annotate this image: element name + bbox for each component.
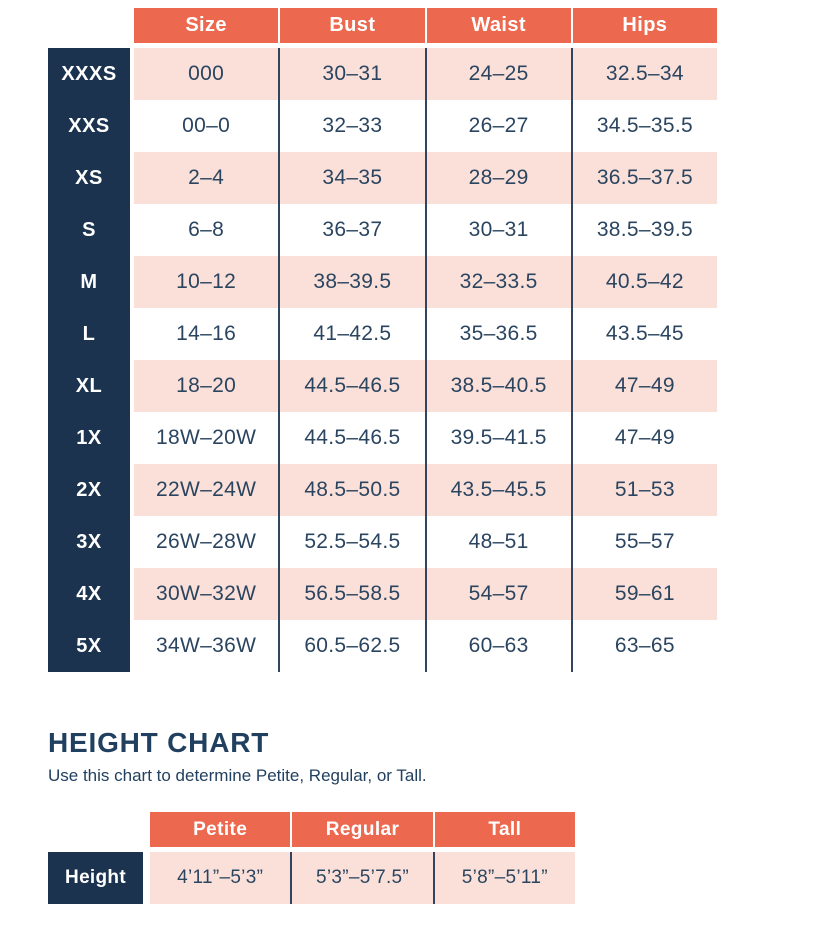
table-cell: 48.5–50.5 <box>278 464 424 516</box>
table-cell-tall: 5’8”–5’11” <box>432 852 575 905</box>
table-cell: 24–25 <box>424 48 571 100</box>
table-cell: 32–33 <box>278 100 424 152</box>
table-cell: 30–31 <box>278 48 424 100</box>
table-cell: 56.5–58.5 <box>278 568 424 620</box>
table-cell: 36–37 <box>278 204 424 256</box>
table-cell-regular: 5’3”–5’7.5” <box>290 852 432 905</box>
table-cell: 63–65 <box>570 620 717 672</box>
row-label: S <box>82 218 96 241</box>
row-label-height: Height <box>48 852 143 905</box>
row-label: M <box>80 270 98 293</box>
row-label: 1X <box>76 426 102 449</box>
table-row: 000 30–31 24–25 32.5–34 <box>134 48 717 100</box>
height-chart-table: Petite Regular Tall Height 4’11”–5’3” 5’… <box>48 812 575 905</box>
size-chart-body: XXXS XXS XS S M L XL 1X 2X 3X 4X 5X 000 30–31 24–25 32… <box>48 48 717 672</box>
column-header-hips: Hips <box>570 8 717 43</box>
row-label: XXS <box>68 114 110 137</box>
table-cell-petite: 4’11”–5’3” <box>177 867 264 889</box>
table-row: 4’11”–5’3” 5’3”–5’7.5” 5’8”–5’11” <box>150 852 575 905</box>
row-label: 2X <box>76 478 102 501</box>
table-cell: 30W–32W <box>156 582 257 605</box>
row-label: 3X <box>76 530 102 553</box>
column-header-regular: Regular <box>290 812 433 848</box>
height-chart-body: Height 4’11”–5’3” 5’3”–5’7.5” 5’8”–5’11” <box>48 852 575 905</box>
table-cell: 2–4 <box>188 166 225 189</box>
table-cell: 34–35 <box>278 152 424 204</box>
column-header-bust: Bust <box>278 8 425 43</box>
table-row: 14–16 41–42.5 35–36.5 43.5–45 <box>134 308 717 360</box>
column-header-waist: Waist <box>424 8 571 43</box>
table-cell: 28–29 <box>424 152 571 204</box>
size-chart-header-row: Size Bust Waist Hips <box>134 8 717 43</box>
table-cell: 41–42.5 <box>278 308 424 360</box>
table-cell: 00–0 <box>182 114 231 137</box>
table-cell: 18W–20W <box>156 426 257 449</box>
row-label: 4X <box>76 582 102 605</box>
table-cell: 39.5–41.5 <box>424 412 571 464</box>
table-row: 26W–28W 52.5–54.5 48–51 55–57 <box>134 516 717 568</box>
table-cell: 55–57 <box>570 516 717 568</box>
table-cell: 10–12 <box>176 270 237 293</box>
row-label: XS <box>75 166 103 189</box>
table-cell: 36.5–37.5 <box>570 152 717 204</box>
table-cell: 40.5–42 <box>570 256 717 308</box>
table-cell: 34W–36W <box>156 634 257 657</box>
table-cell: 14–16 <box>176 322 237 345</box>
table-row: 2–4 34–35 28–29 36.5–37.5 <box>134 152 717 204</box>
table-cell: 51–53 <box>570 464 717 516</box>
table-row: 18–20 44.5–46.5 38.5–40.5 47–49 <box>134 360 717 412</box>
table-cell: 47–49 <box>570 360 717 412</box>
size-chart-table: Size Bust Waist Hips XXXS XXS XS S M L XL 1X 2X 3… <box>48 8 717 672</box>
table-cell: 34.5–35.5 <box>570 100 717 152</box>
height-chart-header-row: Petite Regular Tall <box>150 812 575 848</box>
table-cell: 35–36.5 <box>424 308 571 360</box>
table-row: 34W–36W 60.5–62.5 60–63 63–65 <box>134 620 717 672</box>
table-cell: 38.5–40.5 <box>424 360 571 412</box>
table-cell: 54–57 <box>424 568 571 620</box>
table-row: 30W–32W 56.5–58.5 54–57 59–61 <box>134 568 717 620</box>
size-chart-data-grid: 000 30–31 24–25 32.5–34 00–0 32–33 26–27 34.5–3… <box>134 48 717 672</box>
column-header-size: Size <box>134 8 279 43</box>
table-row: 18W–20W 44.5–46.5 39.5–41.5 47–49 <box>134 412 717 464</box>
table-cell: 18–20 <box>176 374 237 397</box>
table-cell: 38.5–39.5 <box>570 204 717 256</box>
table-cell: 43.5–45.5 <box>424 464 571 516</box>
table-cell: 22W–24W <box>156 478 257 501</box>
row-label: L <box>82 322 96 345</box>
row-label: 5X <box>76 634 102 657</box>
row-label: XL <box>75 374 103 397</box>
row-label: XXXS <box>61 62 117 85</box>
table-cell: 52.5–54.5 <box>278 516 424 568</box>
table-row: 6–8 36–37 30–31 38.5–39.5 <box>134 204 717 256</box>
table-cell: 30–31 <box>424 204 571 256</box>
table-cell: 26W–28W <box>156 530 257 553</box>
table-cell: 26–27 <box>424 100 571 152</box>
table-row: 10–12 38–39.5 32–33.5 40.5–42 <box>134 256 717 308</box>
table-cell: 32.5–34 <box>570 48 717 100</box>
table-cell: 60–63 <box>424 620 571 672</box>
table-cell: 6–8 <box>188 218 225 241</box>
column-header-petite: Petite <box>150 812 291 848</box>
height-chart-section: HEIGHT CHART Use this chart to determine… <box>48 727 608 905</box>
table-row: 22W–24W 48.5–50.5 43.5–45.5 51–53 <box>134 464 717 516</box>
table-cell: 60.5–62.5 <box>278 620 424 672</box>
table-cell: 47–49 <box>570 412 717 464</box>
table-cell: 000 <box>188 62 225 85</box>
table-cell: 48–51 <box>424 516 571 568</box>
table-cell: 38–39.5 <box>278 256 424 308</box>
table-row: 00–0 32–33 26–27 34.5–35.5 <box>134 100 717 152</box>
column-header-tall: Tall <box>432 812 575 848</box>
height-chart-subtitle: Use this chart to determine Petite, Regu… <box>48 766 427 786</box>
table-cell: 32–33.5 <box>424 256 571 308</box>
table-cell: 44.5–46.5 <box>278 412 424 464</box>
table-cell: 44.5–46.5 <box>278 360 424 412</box>
table-cell: 59–61 <box>570 568 717 620</box>
size-chart-label-column: XXXS XXS XS S M L XL 1X 2X 3X 4X 5X <box>48 48 130 672</box>
height-chart-title: HEIGHT CHART <box>48 727 270 758</box>
table-cell: 43.5–45 <box>570 308 717 360</box>
